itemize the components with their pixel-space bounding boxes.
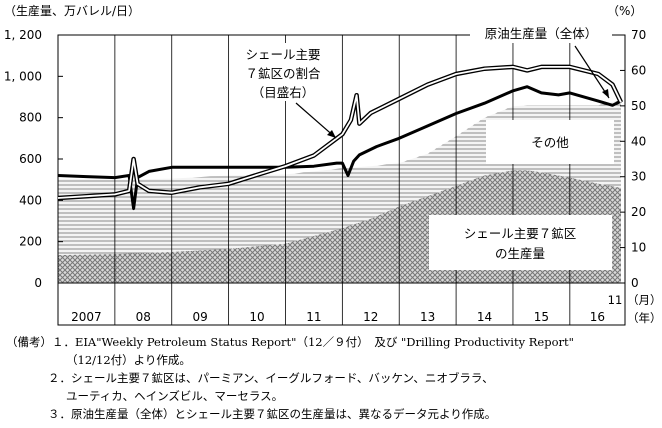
x-axis-box <box>57 282 626 326</box>
x-tick-label: 08 <box>136 310 151 324</box>
right-tick-label: 70 <box>631 28 646 42</box>
left-tick-label: 1, 000 <box>4 69 42 83</box>
left-tick-label: 1, 200 <box>4 28 42 42</box>
left-tick-label: 200 <box>19 235 42 249</box>
share-label-line2: ７鉱区の割合 <box>245 66 321 81</box>
x-unit-month: （月） <box>627 293 662 307</box>
line-layer <box>57 64 624 211</box>
right-axis-title: （%） <box>607 4 642 18</box>
note-1: （備考）１．EIA"Weekly Petroleum Status Report… <box>6 335 574 349</box>
note-2-cont: ユーティカ、ヘインズビル、マーセラス。 <box>66 389 284 403</box>
right-tick-label: 50 <box>631 99 646 113</box>
share-pointer-arrow <box>295 102 337 139</box>
total-pointer-arrow <box>574 45 610 99</box>
left-tick-label: 400 <box>19 193 42 207</box>
annotation-shale: シェール主要７鉱区 の生産量 <box>429 215 612 270</box>
x-tick-label: 16 <box>590 310 605 324</box>
left-tick-label: 800 <box>19 111 42 125</box>
left-tick-label: 0 <box>34 276 42 290</box>
left-tick-label: 600 <box>19 152 42 166</box>
annotation-share: シェール主要 ７鉱区の割合 （目盛右） <box>236 43 332 101</box>
right-tick-label: 20 <box>631 205 646 219</box>
x-tick-label: 12 <box>363 310 378 324</box>
note-3: ３．原油生産量（全体）とシェール主要７鉱区の生産量は、異なるデータ元より作成。 <box>48 407 497 421</box>
right-tick-label: 60 <box>631 63 646 77</box>
other-label: その他 <box>531 135 569 150</box>
left-axis-title: （生産量、万バレル/日） <box>4 3 140 18</box>
x-tick-label: 13 <box>420 310 435 324</box>
x-unit-year: （年） <box>627 311 662 325</box>
right-tick-label: 40 <box>631 134 646 148</box>
line-shale-share <box>57 66 622 199</box>
x-tick-label: 15 <box>534 310 549 324</box>
share-label-line1: シェール主要 <box>245 47 320 62</box>
right-tick-labels: 70 60 50 40 30 20 10 0 <box>631 28 646 290</box>
shale-label-line1: シェール主要７鉱区 <box>464 226 577 241</box>
x-tick-label: 11 <box>306 310 321 324</box>
annotation-total: 原油生産量（全体） <box>470 23 612 43</box>
x-tick-label: 10 <box>249 310 264 324</box>
x-tick-label: 09 <box>193 310 208 324</box>
right-tick-label: 30 <box>631 170 646 184</box>
right-tick-label: 0 <box>631 276 639 290</box>
note-1-cont: （12/12付）より作成。 <box>66 353 191 367</box>
shale-label-line2: の生産量 <box>495 246 545 261</box>
left-tick-labels: 1, 200 1, 000 800 600 400 200 0 <box>4 28 42 290</box>
x-last-label: 11 <box>608 293 623 307</box>
x-tick-labels: 2007 08 09 10 11 12 13 14 15 16 <box>71 310 605 324</box>
right-tick-label: 10 <box>631 241 646 255</box>
total-label: 原油生産量（全体） <box>485 26 598 41</box>
axis-ticks <box>58 34 625 284</box>
note-2: ２．シェール主要７鉱区は、パーミアン、イーグルフォード、バッケン、ニオブララ、 <box>48 371 494 385</box>
share-label-line3: （目盛右） <box>252 85 315 100</box>
x-tick-label: 14 <box>477 310 492 324</box>
annotation-other: その他 <box>486 120 614 164</box>
x-tick-label: 2007 <box>71 310 102 324</box>
